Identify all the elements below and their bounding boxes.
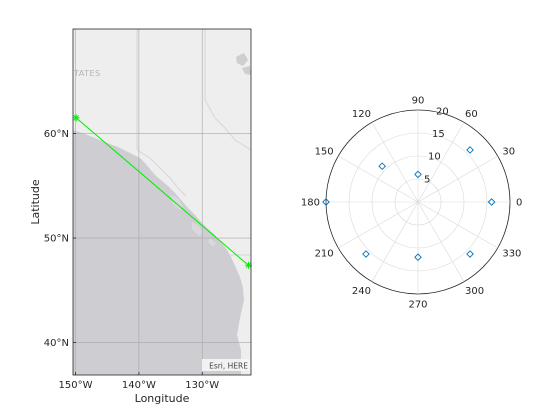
polar-axes: 0 30 60 90 120 150 180 210 240 270 300 330 5 10 15 20 <box>301 96 522 311</box>
polar-r-label: 20 <box>436 106 449 117</box>
map-lake <box>236 53 248 66</box>
polar-spoke <box>417 201 465 282</box>
polar-theta-label: 150 <box>315 147 334 158</box>
map-border <box>136 149 187 197</box>
polar-point <box>414 253 422 262</box>
polar-theta-label: 300 <box>465 286 484 297</box>
polar-point <box>414 170 422 179</box>
map-line-layer <box>72 114 252 269</box>
map-land <box>73 29 251 375</box>
polar-spoke <box>338 201 419 249</box>
polar-spoke <box>417 122 465 203</box>
map-ticks: 150°W 140°W 130°W 60°N 50°N 40°N <box>44 129 220 391</box>
map-ylabel: Latitude <box>29 179 42 225</box>
map-gridlines <box>73 29 251 375</box>
map-xlabel: Longitude <box>135 392 190 405</box>
marker-stroke <box>245 262 252 269</box>
map-border <box>204 29 251 151</box>
polar-theta-label: 120 <box>352 109 371 120</box>
polar-theta-label: 270 <box>408 300 427 311</box>
map-y-tick-label: 60°N <box>44 129 69 140</box>
polar-theta-label: 60 <box>465 109 478 120</box>
polar-point <box>466 146 474 154</box>
map-attribution: Esri, HERE <box>209 362 248 371</box>
polar-theta-label: 90 <box>412 96 425 107</box>
map-x-tick-label: 150°W <box>59 380 93 391</box>
map-island <box>208 238 216 247</box>
polar-point <box>378 162 387 171</box>
polar-r-label: 15 <box>432 129 445 140</box>
polar-theta-label: 0 <box>516 198 522 209</box>
polar-theta-label: 210 <box>315 249 334 260</box>
map-x-tick-label: 140°W <box>122 380 156 391</box>
map-series-line <box>75 117 249 266</box>
polar-point <box>322 198 330 206</box>
polar-point <box>466 250 474 258</box>
polar-spoke <box>417 155 498 203</box>
marker-stroke <box>73 115 79 121</box>
map-attribution-box <box>202 359 250 371</box>
polar-r-label: 5 <box>424 174 430 185</box>
polar-theta-label: 240 <box>352 286 371 297</box>
polar-theta-label: 330 <box>502 249 521 260</box>
map-frame <box>72 28 252 376</box>
polar-spoke <box>338 155 419 203</box>
polar-spoke <box>371 122 419 203</box>
map-basemap-label: TATES <box>73 69 101 78</box>
map-asterisk-marker <box>244 261 252 269</box>
polar-point <box>487 198 496 206</box>
polar-theta-label: 180 <box>301 198 320 209</box>
map-lake <box>242 66 251 75</box>
map-asterisk-marker <box>72 114 80 122</box>
polar-spoke <box>417 201 498 249</box>
polar-point <box>362 250 370 258</box>
polar-theta-label: 30 <box>502 147 515 158</box>
map-x-tick-label: 130°W <box>185 380 219 391</box>
map-axes: TATES Esri, HERE 150°W 140°W 130°W 60°N 50°N… <box>29 28 252 405</box>
polar-r-label: 10 <box>428 152 441 163</box>
map-y-tick-label: 50°N <box>44 234 69 245</box>
map-island <box>192 222 203 236</box>
polar-spoke <box>371 201 419 282</box>
map-y-tick-label: 40°N <box>44 338 69 349</box>
